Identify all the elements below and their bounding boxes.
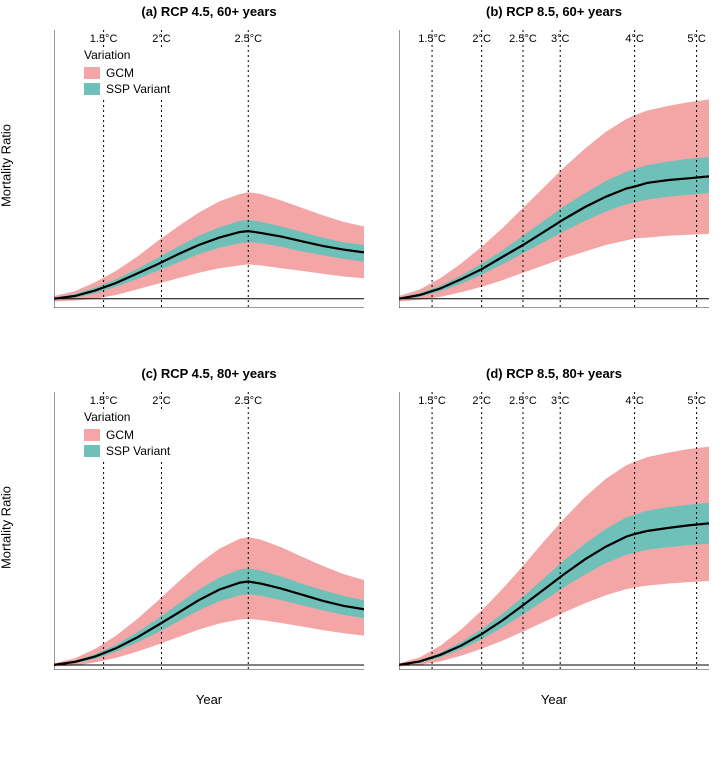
- legend: Variation GCM SSP Variant: [84, 410, 170, 460]
- legend-item: SSP Variant: [84, 444, 170, 458]
- vline-label: 2°C: [472, 33, 491, 45]
- legend-item: SSP Variant: [84, 82, 170, 96]
- vline-label: 1.5°C: [418, 33, 446, 45]
- vline-label: 4°C: [625, 395, 644, 407]
- y-axis-label: Mortality Ratio: [0, 468, 14, 588]
- panel-d: (d) RCP 8.5, 80+ years1.5°C2°C2.5°C3°C4°…: [399, 370, 709, 670]
- vline-label: 4°C: [625, 33, 644, 45]
- plot-b: 1.5°C2°C2.5°C3°C4°C5°C051015202530201520…: [399, 8, 709, 308]
- vline-label: 1.5°C: [418, 395, 446, 407]
- vline-label: 2°C: [472, 395, 491, 407]
- legend-item: GCM: [84, 66, 170, 80]
- x-axis-label: Year: [54, 692, 364, 707]
- legend-label: GCM: [106, 428, 134, 442]
- vline-label: 2.5°C: [509, 33, 537, 45]
- vline-label: 2.5°C: [234, 395, 262, 407]
- vline-label: 2.5°C: [234, 33, 262, 45]
- vline-label: 2°C: [152, 395, 171, 407]
- gcm-band: [399, 100, 709, 302]
- legend-swatch: [84, 429, 100, 441]
- legend-label: GCM: [106, 66, 134, 80]
- panel-title-a: (a) RCP 4.5, 60+ years: [54, 4, 364, 19]
- legend-label: SSP Variant: [106, 444, 170, 458]
- legend: Variation GCM SSP Variant: [84, 48, 170, 98]
- legend-title: Variation: [84, 410, 170, 424]
- vline-label: 1.5°C: [90, 395, 118, 407]
- legend-title: Variation: [84, 48, 170, 62]
- legend-swatch: [84, 67, 100, 79]
- legend-swatch: [84, 445, 100, 457]
- vline-label: 5°C: [687, 395, 706, 407]
- vline-label: 1.5°C: [90, 33, 118, 45]
- panel-title-d: (d) RCP 8.5, 80+ years: [399, 366, 709, 381]
- panel-title-b: (b) RCP 8.5, 60+ years: [399, 4, 709, 19]
- panel-title-c: (c) RCP 4.5, 80+ years: [54, 366, 364, 381]
- vline-label: 3°C: [551, 395, 570, 407]
- plot-d: 1.5°C2°C2.5°C3°C4°C5°C051015202530354045…: [399, 370, 709, 670]
- legend-label: SSP Variant: [106, 82, 170, 96]
- figure-root: (a) RCP 4.5, 60+ years1.5°C2°C2.5°C05101…: [0, 0, 722, 762]
- legend-item: GCM: [84, 428, 170, 442]
- vline-label: 3°C: [551, 33, 570, 45]
- x-axis-label: Year: [399, 692, 709, 707]
- panel-b: (b) RCP 8.5, 60+ years1.5°C2°C2.5°C3°C4°…: [399, 8, 709, 308]
- y-axis-label: Mortality Ratio: [0, 106, 14, 226]
- vline-label: 2°C: [152, 33, 171, 45]
- vline-label: 5°C: [687, 33, 706, 45]
- gcm-band: [399, 447, 709, 667]
- legend-swatch: [84, 83, 100, 95]
- vline-label: 2.5°C: [509, 395, 537, 407]
